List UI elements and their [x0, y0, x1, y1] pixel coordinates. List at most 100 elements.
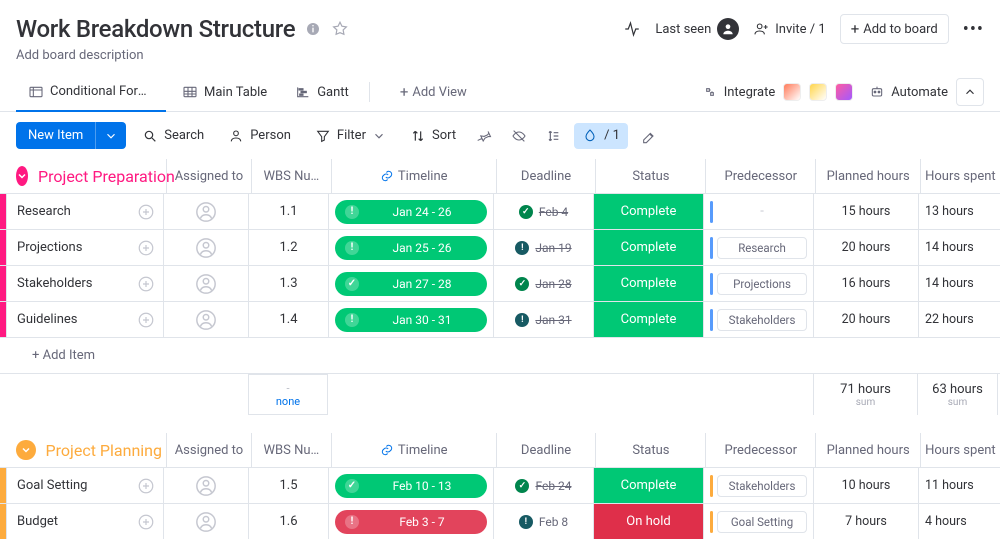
integration-chip[interactable] [809, 83, 827, 101]
group-title[interactable]: Project Planning [44, 441, 162, 460]
assigned-cell[interactable] [163, 230, 248, 265]
planned-cell[interactable]: 7 hours [813, 504, 918, 539]
status-cell[interactable]: Complete [593, 302, 703, 337]
assigned-cell[interactable] [163, 468, 248, 503]
planned-cell[interactable]: 20 hours [813, 230, 918, 265]
tab-main-table[interactable]: Main Table [170, 74, 279, 110]
pin-icon[interactable] [472, 123, 498, 149]
info-icon[interactable] [305, 21, 321, 37]
col-planned[interactable]: Planned hours [815, 159, 920, 193]
new-item-dropdown[interactable] [95, 122, 126, 149]
col-planned[interactable]: Planned hours [815, 433, 920, 467]
planned-cell[interactable]: 15 hours [813, 194, 918, 229]
planned-cell[interactable]: 16 hours [813, 266, 918, 301]
predecessor-cell[interactable]: Goal Setting [703, 504, 813, 539]
height-icon[interactable] [540, 123, 566, 149]
table-row[interactable]: Stakeholders1.3✓Jan 27 - 28✓Jan 28Comple… [0, 265, 1000, 301]
timeline-cell[interactable]: !Jan 24 - 26 [328, 194, 493, 229]
last-seen[interactable]: Last seen [655, 18, 739, 40]
predecessor-cell[interactable]: Projections [703, 266, 813, 301]
col-assigned[interactable]: Assigned to [166, 159, 251, 193]
planned-cell[interactable]: 10 hours [813, 468, 918, 503]
add-to-board-button[interactable]: + Add to board [840, 14, 949, 44]
spent-cell[interactable]: 11 hours [918, 468, 998, 503]
col-deadline[interactable]: Deadline [496, 159, 596, 193]
deadline-cell[interactable]: !Feb 8 [493, 504, 593, 539]
integrate-button[interactable]: Integrate [702, 84, 776, 100]
predecessor-cell[interactable]: Stakeholders [703, 302, 813, 337]
timeline-cell[interactable]: !Jan 30 - 31 [328, 302, 493, 337]
col-timeline[interactable]: Timeline [331, 433, 496, 467]
collapse-toggle[interactable] [956, 78, 984, 106]
assigned-cell[interactable] [163, 266, 248, 301]
status-cell[interactable]: Complete [593, 194, 703, 229]
col-assigned[interactable]: Assigned to [166, 433, 251, 467]
col-deadline[interactable]: Deadline [496, 433, 596, 467]
status-cell[interactable]: Complete [593, 468, 703, 503]
assigned-cell[interactable] [163, 302, 248, 337]
col-wbs[interactable]: WBS Nu… [251, 159, 331, 193]
status-cell[interactable]: Complete [593, 230, 703, 265]
deadline-cell[interactable]: !Jan 19 [493, 230, 593, 265]
col-timeline[interactable]: Timeline [331, 159, 496, 193]
spent-cell[interactable]: 14 hours [918, 230, 998, 265]
col-spent[interactable]: Hours spent [920, 433, 1000, 467]
wbs-cell[interactable]: 1.3 [248, 266, 328, 301]
table-row[interactable]: Projections1.2!Jan 25 - 26!Jan 19Complet… [0, 229, 1000, 265]
col-wbs[interactable]: WBS Nu… [251, 433, 331, 467]
clear-icon[interactable] [636, 123, 662, 149]
tab-conditional-form[interactable]: Conditional Form… [16, 74, 166, 112]
add-update-icon[interactable] [137, 203, 155, 221]
integration-chip[interactable] [783, 83, 801, 101]
add-update-icon[interactable] [137, 275, 155, 293]
col-predecessor[interactable]: Predecessor [705, 433, 815, 467]
col-spent[interactable]: Hours spent [920, 159, 1000, 193]
table-row[interactable]: Goal Setting1.5✓Feb 10 - 13✓Feb 24Comple… [0, 467, 1000, 503]
deadline-cell[interactable]: !Jan 31 [493, 302, 593, 337]
wbs-cell[interactable]: 1.5 [248, 468, 328, 503]
spent-cell[interactable]: 22 hours [918, 302, 998, 337]
search-button[interactable]: Search [134, 123, 212, 149]
board-description[interactable]: Add board description [0, 48, 1000, 73]
add-update-icon[interactable] [137, 513, 155, 531]
add-update-icon[interactable] [137, 311, 155, 329]
integration-chip[interactable] [835, 83, 853, 101]
group-title[interactable]: Project Preparation [36, 167, 175, 186]
group-collapse-toggle[interactable] [16, 166, 28, 186]
predecessor-cell[interactable]: Stakeholders [703, 468, 813, 503]
color-filter-button[interactable]: / 1 [574, 123, 628, 149]
timeline-cell[interactable]: !Feb 3 - 7 [328, 504, 493, 539]
spent-cell[interactable]: 13 hours [918, 194, 998, 229]
table-row[interactable]: Guidelines1.4!Jan 30 - 31!Jan 31Complete… [0, 301, 1000, 337]
add-view-button[interactable]: + Add View [388, 73, 479, 111]
planned-cell[interactable]: 20 hours [813, 302, 918, 337]
wbs-cell[interactable]: 1.1 [248, 194, 328, 229]
wbs-cell[interactable]: 1.6 [248, 504, 328, 539]
star-icon[interactable] [331, 20, 349, 38]
timeline-cell[interactable]: ✓Feb 10 - 13 [328, 468, 493, 503]
timeline-cell[interactable]: !Jan 25 - 26 [328, 230, 493, 265]
deadline-cell[interactable]: ✓Feb 24 [493, 468, 593, 503]
add-item-button[interactable]: + Add Item [0, 337, 1000, 373]
status-cell[interactable]: Complete [593, 266, 703, 301]
timeline-cell[interactable]: ✓Jan 27 - 28 [328, 266, 493, 301]
col-status[interactable]: Status [595, 159, 705, 193]
predecessor-cell[interactable]: - [703, 194, 813, 229]
sort-button[interactable]: Sort [402, 123, 464, 149]
automate-button[interactable]: Automate [869, 84, 948, 100]
wbs-cell[interactable]: 1.2 [248, 230, 328, 265]
group-collapse-toggle[interactable] [16, 440, 36, 460]
activity-icon[interactable] [623, 20, 641, 38]
more-menu-icon[interactable]: ••• [963, 19, 984, 40]
status-cell[interactable]: On hold [593, 504, 703, 539]
person-filter-button[interactable]: Person [220, 123, 299, 149]
new-item-button[interactable]: New Item [16, 122, 126, 149]
col-status[interactable]: Status [595, 433, 705, 467]
filter-button[interactable]: Filter [307, 123, 394, 149]
table-row[interactable]: Research1.1!Jan 24 - 26✓Feb 4Complete-15… [0, 193, 1000, 229]
hide-icon[interactable] [506, 123, 532, 149]
assigned-cell[interactable] [163, 504, 248, 539]
table-row[interactable]: Budget1.6!Feb 3 - 7!Feb 8On holdGoal Set… [0, 503, 1000, 539]
invite-button[interactable]: Invite / 1 [753, 21, 825, 37]
predecessor-cell[interactable]: Research [703, 230, 813, 265]
